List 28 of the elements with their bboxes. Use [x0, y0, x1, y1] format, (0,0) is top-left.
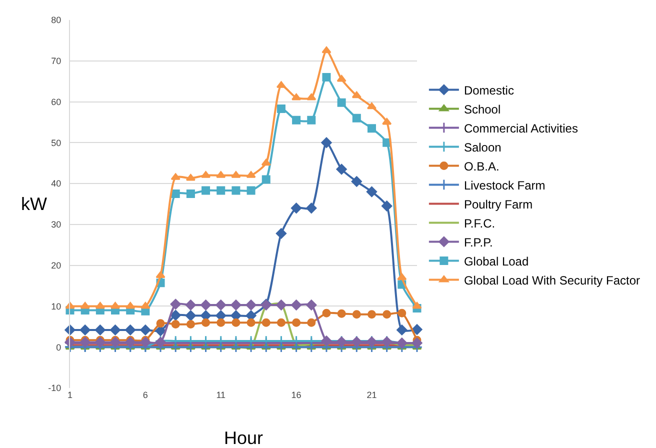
x-tick-label: 16	[291, 390, 302, 400]
y-tick-label: 50	[51, 138, 62, 148]
y-tick-label: -10	[48, 383, 62, 394]
legend-label: O.B.A.	[464, 159, 500, 174]
legend-label: F.P.P.	[464, 235, 493, 250]
y-tick-label: 20	[51, 260, 62, 270]
y-tick-label: 70	[51, 56, 62, 66]
legend-label: School	[464, 102, 501, 116]
legend-label: P.F.C.	[464, 216, 496, 230]
legend-label: Global Load	[464, 254, 529, 268]
y-tick-label: 40	[51, 178, 62, 189]
legend-label: Domestic	[464, 83, 514, 98]
x-tick-label: 1	[67, 390, 73, 400]
legend-label: Poultry Farm	[464, 197, 533, 212]
x-tick-label: 6	[142, 390, 148, 400]
x-axis-title: Hour	[224, 428, 264, 448]
y-tick-label: 0	[56, 342, 62, 352]
y-tick-label: 80	[51, 15, 62, 26]
legend-label: Global Load With Security Factor	[464, 273, 640, 288]
x-tick-label: 11	[216, 390, 226, 400]
legend-label: Livestock Farm	[464, 178, 546, 192]
y-axis-title: kW	[21, 194, 47, 214]
legend-label: Saloon	[464, 140, 502, 154]
y-tick-label: 60	[51, 96, 62, 107]
y-tick-label: 10	[51, 301, 62, 312]
y-tick-label: 30	[51, 220, 62, 230]
x-tick-label: 21	[366, 390, 377, 400]
legend-label: Commercial Activities	[464, 121, 578, 136]
